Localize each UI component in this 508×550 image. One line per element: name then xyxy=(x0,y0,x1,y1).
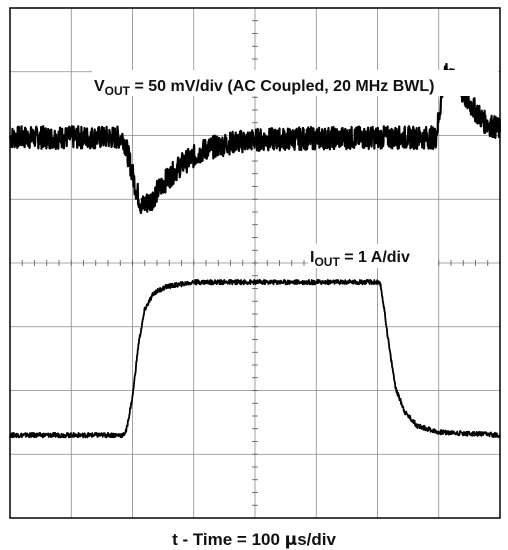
svg-text:IOUT = 1 A/div: IOUT = 1 A/div xyxy=(310,249,410,269)
plot-frame xyxy=(9,7,501,519)
iout-label: IOUT = 1 A/div xyxy=(308,244,438,269)
svg-text:VOUT = 50 mV/div (AC Coupled,: VOUT = 50 mV/div (AC Coupled, 20 MHz BWL… xyxy=(94,78,435,98)
vout-trace xyxy=(8,62,502,215)
traces xyxy=(8,62,502,439)
iout-label-main: I xyxy=(310,249,314,266)
iout-label-sub: OUT xyxy=(314,255,340,269)
vout-label-sub: OUT xyxy=(105,84,131,98)
x-axis-label: t - Time = 100 µs/div xyxy=(172,530,336,550)
iout-label-rest: = 1 A/div xyxy=(340,249,410,266)
vout-label-main: V xyxy=(94,78,105,95)
vout-label-rest: = 50 mV/div (AC Coupled, 20 MHz BWL) xyxy=(130,78,434,95)
iout-trace xyxy=(9,278,501,439)
vout-label: VOUT = 50 mV/div (AC Coupled, 20 MHz BWL… xyxy=(92,70,498,98)
